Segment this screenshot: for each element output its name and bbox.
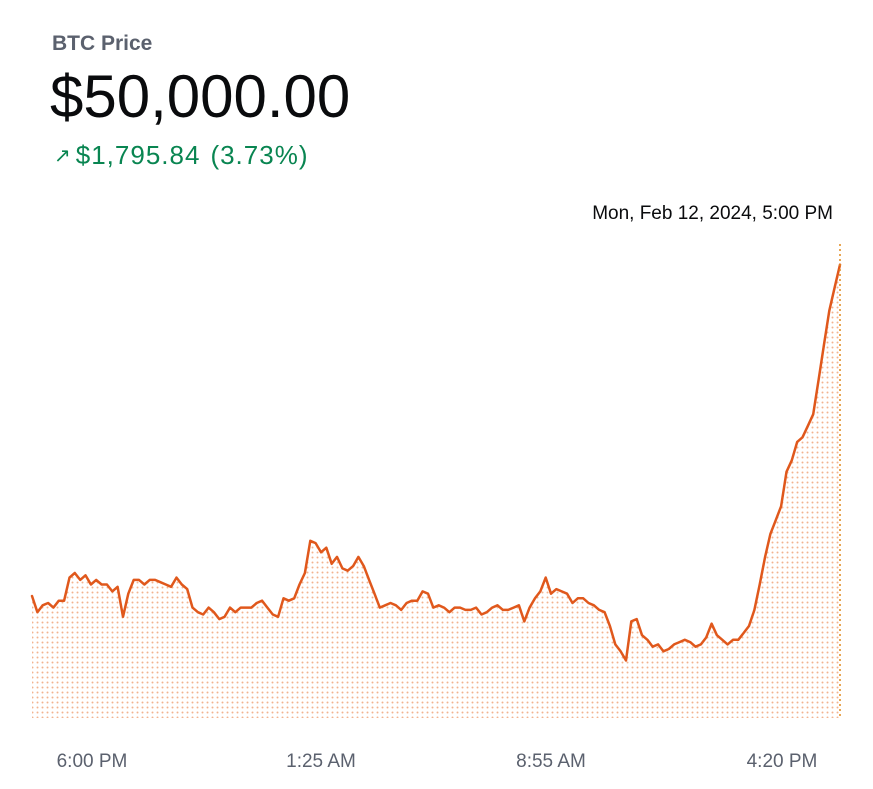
x-tick-label: 6:00 PM (57, 751, 128, 772)
x-tick-label: 4:20 PM (747, 751, 818, 772)
x-tick-label: 8:55 AM (516, 751, 586, 772)
hover-timestamp: Mon, Feb 12, 2024, 5:00 PM (592, 203, 833, 224)
current-price: $50,000.00 (50, 63, 351, 130)
change-percent: (3.73%) (210, 140, 309, 170)
price-change: ↗ $1,795.84 (3.73%) (54, 140, 308, 171)
trend-up-arrow-icon: ↗ (54, 145, 72, 167)
price-area-fill (32, 264, 840, 718)
price-line (30, 263, 842, 662)
price-chart[interactable]: 6:00 PM 1:25 AM 8:55 AM 4:20 PM (0, 230, 873, 789)
x-axis: 6:00 PM 1:25 AM 8:55 AM 4:20 PM (57, 751, 818, 772)
change-amount: $1,795.84 (75, 140, 201, 170)
x-tick-label: 1:25 AM (286, 751, 356, 772)
chart-title: BTC Price (52, 32, 153, 55)
